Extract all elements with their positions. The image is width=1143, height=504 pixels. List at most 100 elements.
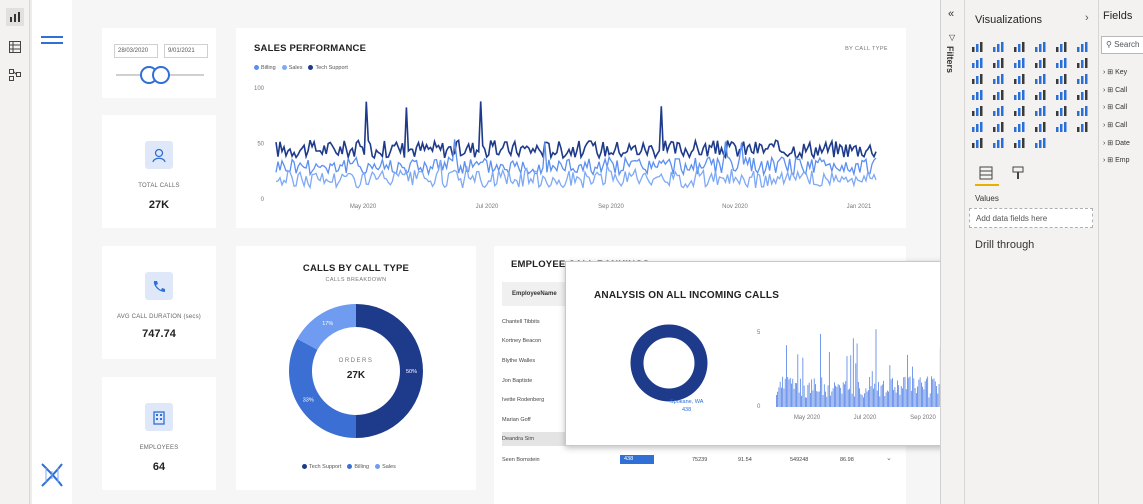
column-bar[interactable] (937, 393, 939, 407)
filters-pane[interactable]: « ▽ Filters (940, 0, 964, 504)
visual-type-icon[interactable] (1076, 72, 1089, 85)
column-bar[interactable] (915, 393, 917, 407)
visual-type-icon[interactable] (1055, 120, 1068, 133)
column-bar[interactable] (919, 377, 921, 407)
column-bar[interactable] (844, 384, 845, 407)
collapse-icon[interactable]: « (948, 8, 955, 20)
visual-type-icon[interactable] (992, 72, 1005, 85)
visual-type-icon[interactable] (992, 56, 1005, 69)
table-row[interactable]: Kortney Beacon (502, 338, 542, 344)
data-view-icon[interactable] (6, 38, 24, 56)
visual-type-icon[interactable] (1055, 72, 1068, 85)
column-bar[interactable] (854, 396, 855, 408)
column-bar[interactable] (855, 363, 857, 407)
column-bar[interactable] (934, 381, 936, 407)
column-bar[interactable] (787, 377, 789, 407)
column-bar[interactable] (927, 376, 929, 408)
format-paint-icon[interactable] (1011, 166, 1025, 180)
column-bar[interactable] (808, 382, 810, 407)
column-bar[interactable] (904, 376, 906, 407)
visual-type-icon[interactable] (1013, 104, 1026, 117)
column-bar[interactable] (791, 383, 792, 407)
donut-slice-tech-support[interactable] (356, 304, 423, 438)
column-bar[interactable] (913, 378, 915, 407)
column-bar[interactable] (776, 395, 777, 407)
column-bar[interactable] (903, 377, 905, 407)
column-bar[interactable] (832, 388, 834, 407)
visual-type-icon[interactable] (1013, 136, 1026, 149)
series-line-billing[interactable] (275, 139, 877, 177)
column-header[interactable]: EmployeeName (512, 291, 557, 297)
slider-end-handle[interactable] (152, 66, 170, 84)
visual-type-icon[interactable] (992, 40, 1005, 53)
column-bar[interactable] (845, 381, 847, 407)
column-bar[interactable] (924, 381, 926, 407)
table-row[interactable]: Chantell Tibbits (502, 319, 540, 325)
visual-type-icon[interactable] (1076, 56, 1089, 69)
end-date-input[interactable]: 9/01/2021 (164, 44, 208, 58)
column-bar[interactable] (836, 386, 838, 407)
column-bar[interactable] (812, 390, 814, 407)
column-bar[interactable] (801, 395, 802, 407)
column-bar[interactable] (907, 354, 908, 407)
column-bar[interactable] (889, 365, 891, 407)
column-bar[interactable] (807, 384, 809, 407)
column-bar[interactable] (875, 329, 877, 407)
start-date-input[interactable]: 28/03/2020 (114, 44, 158, 58)
series-line-tech-support[interactable] (275, 101, 877, 161)
visual-type-icon[interactable] (1055, 40, 1068, 53)
visual-type-icon[interactable] (971, 40, 984, 53)
column-bar[interactable] (805, 397, 806, 407)
column-bar[interactable] (886, 390, 888, 408)
column-bar[interactable] (868, 390, 869, 407)
column-bar[interactable] (841, 393, 843, 407)
column-bar[interactable] (895, 392, 897, 407)
visual-type-icon[interactable] (1034, 120, 1047, 133)
column-bar[interactable] (815, 384, 816, 407)
column-bar[interactable] (847, 389, 849, 407)
filters-label[interactable]: Filters (945, 46, 955, 74)
column-bar[interactable] (902, 388, 903, 407)
column-bar[interactable] (893, 389, 895, 407)
field-table-item[interactable]: › ⊞ Key (1103, 69, 1128, 76)
calls-by-type-card[interactable]: CALLS BY CALL TYPE CALLS BREAKDOWN 50% 33… (236, 246, 476, 490)
column-bar[interactable] (890, 379, 892, 407)
column-bar[interactable] (784, 378, 786, 407)
table-row[interactable]: Jon Baptiste (502, 378, 533, 384)
column-bar[interactable] (905, 389, 907, 407)
column-bar[interactable] (817, 391, 819, 407)
fields-well-icon[interactable] (979, 166, 993, 180)
column-bar[interactable] (878, 381, 879, 407)
column-bar[interactable] (835, 385, 837, 407)
column-bar[interactable] (820, 333, 821, 407)
column-bar[interactable] (777, 391, 779, 407)
column-bar[interactable] (866, 391, 868, 407)
column-bar[interactable] (781, 387, 782, 407)
column-bar[interactable] (900, 386, 902, 407)
column-bar[interactable] (821, 377, 823, 407)
column-bar[interactable] (871, 371, 873, 407)
visual-type-icon[interactable] (971, 104, 984, 117)
visual-type-icon[interactable] (1076, 120, 1089, 133)
visual-type-icon[interactable] (971, 88, 984, 101)
field-table-item[interactable]: › ⊞ Emp (1103, 157, 1130, 164)
series-line-sales[interactable] (275, 160, 877, 190)
column-bar[interactable] (914, 388, 916, 407)
column-bar[interactable] (894, 387, 896, 407)
visual-type-icon[interactable] (971, 56, 984, 69)
column-bar[interactable] (922, 386, 924, 407)
visual-type-icon[interactable] (992, 104, 1005, 117)
column-bar[interactable] (806, 397, 808, 407)
visual-type-icon[interactable] (1076, 104, 1089, 117)
column-bar[interactable] (931, 376, 932, 407)
column-bar[interactable] (860, 394, 862, 407)
column-bar[interactable] (879, 396, 881, 407)
column-bar[interactable] (869, 377, 871, 407)
column-bar[interactable] (881, 384, 883, 407)
visual-type-icon[interactable] (1013, 56, 1026, 69)
column-bar[interactable] (831, 391, 833, 408)
table-row[interactable]: Seen Bornstein (502, 457, 540, 463)
visual-type-icon[interactable] (992, 136, 1005, 149)
column-bar[interactable] (932, 379, 934, 407)
visual-type-icon[interactable] (1034, 104, 1047, 117)
